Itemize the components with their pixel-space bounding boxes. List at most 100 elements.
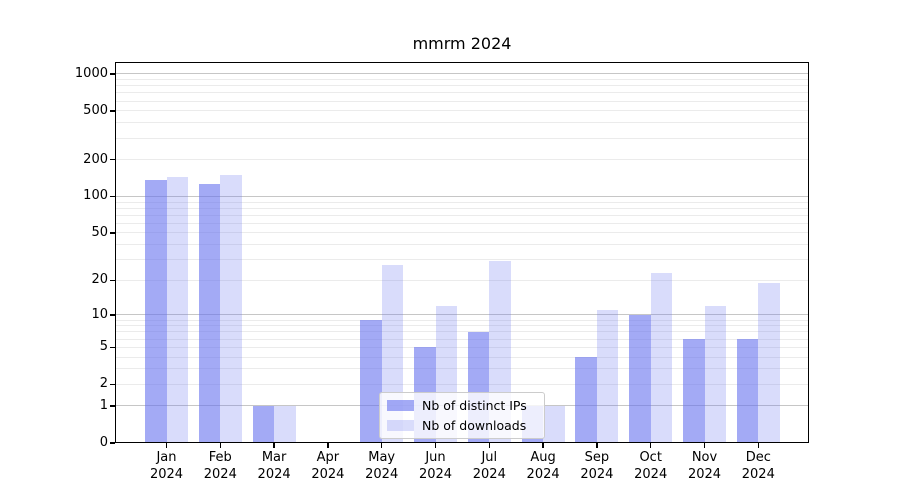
y-tick — [110, 405, 115, 407]
y-gridline-minor — [115, 279, 809, 281]
bar-layer — [115, 62, 809, 443]
y-gridline-major — [115, 314, 809, 316]
x-tick-label-year: 2024 — [149, 467, 184, 482]
x-tick-label: Sep 2024 — [565, 449, 629, 483]
x-tick-label-year: 2024 — [472, 467, 506, 482]
x-tick — [380, 443, 383, 448]
x-tick-label-year: 2024 — [526, 467, 560, 482]
bar-distinct-ips-nov — [683, 339, 705, 443]
x-tick — [327, 443, 329, 448]
y-gridline-minor — [115, 222, 809, 224]
bar-downloads-nov — [704, 305, 726, 443]
y-gridline-minor — [115, 122, 809, 124]
x-tick-label: Apr 2024 — [296, 449, 360, 483]
x-tick-label-year: 2024 — [580, 467, 614, 482]
x-tick-label: May 2024 — [350, 449, 414, 483]
y-gridline-minor — [115, 201, 809, 203]
y-tick — [110, 383, 115, 386]
bar-downloads-feb — [220, 175, 242, 443]
bar-downloads-oct — [650, 273, 673, 443]
x-tick-label-year: 2024 — [311, 467, 345, 482]
bar-distinct-ips-jan — [145, 180, 167, 443]
y-gridline-minor — [115, 346, 809, 348]
y-gridline-minor — [115, 232, 809, 234]
y-tick-label: 2 — [99, 376, 108, 392]
bar-downloads-dec — [758, 282, 780, 443]
x-tick-label-month: Nov — [691, 450, 718, 465]
y-gridline-minor — [115, 331, 809, 333]
bar-distinct-ips-oct — [629, 314, 651, 443]
bar-downloads-aug — [543, 405, 565, 443]
y-gridline-minor — [115, 383, 809, 385]
x-tick — [165, 443, 168, 448]
y-gridline-minor — [115, 207, 809, 209]
y-gridline-major — [115, 73, 809, 75]
y-gridline-minor — [115, 110, 809, 112]
gridline-layer — [115, 62, 809, 443]
y-gridline-minor — [115, 356, 809, 358]
y-gridline-minor — [115, 92, 809, 94]
x-tick-label: Nov 2024 — [673, 449, 737, 483]
x-tick-label: Dec 2024 — [726, 449, 790, 483]
x-tick-label: Jun 2024 — [404, 449, 468, 483]
legend-swatch-distinct-ips — [387, 400, 414, 411]
x-tick — [273, 443, 275, 448]
bar-downloads-sep — [596, 310, 619, 443]
y-tick — [110, 314, 115, 316]
x-tick-label-year: 2024 — [687, 467, 722, 482]
y-gridline-minor — [115, 368, 809, 370]
x-tick-label-month: Oct — [639, 450, 662, 465]
y-gridline-minor — [115, 85, 809, 87]
legend-label-downloads: Nb of downloads — [422, 418, 527, 433]
bar-distinct-ips-feb — [198, 183, 221, 443]
x-tick — [596, 443, 598, 448]
x-tick-label-year: 2024 — [203, 467, 237, 482]
x-tick-label-month: Sep — [584, 450, 610, 465]
legend-swatch-downloads — [387, 420, 414, 431]
x-tick-label-month: Dec — [745, 450, 771, 465]
y-gridline-minor — [115, 159, 809, 161]
x-tick-label-year: 2024 — [741, 467, 775, 482]
y-tick-label: 50 — [91, 224, 108, 240]
y-gridline-minor — [115, 325, 809, 327]
x-tick-label-year: 2024 — [634, 467, 668, 482]
bar-downloads-mar — [274, 405, 296, 443]
x-tick-label-year: 2024 — [257, 467, 291, 482]
y-tick-label: 1 — [99, 397, 108, 413]
x-tick-label: Jan 2024 — [135, 449, 199, 483]
bar-distinct-ips-mar — [252, 405, 275, 443]
y-tick — [110, 110, 115, 112]
x-tick — [488, 443, 491, 448]
x-tick-label-month: Feb — [208, 450, 232, 465]
bar-distinct-ips-may — [360, 320, 382, 443]
y-tick-label: 100 — [83, 188, 108, 204]
y-tick — [110, 279, 115, 282]
y-tick-label: 20 — [91, 272, 108, 288]
x-tick-label: Jul 2024 — [457, 449, 521, 483]
y-tick-label: 1000 — [74, 65, 108, 81]
y-gridline-minor — [115, 214, 809, 216]
y-gridline-minor — [115, 244, 809, 246]
bar-distinct-ips-dec — [736, 339, 759, 443]
x-tick-label-year: 2024 — [365, 467, 399, 482]
y-gridline-minor — [115, 259, 809, 261]
y-gridline-major — [115, 195, 809, 197]
bar-distinct-ips-sep — [575, 357, 597, 443]
y-tick — [110, 73, 115, 75]
x-tick-label: Oct 2024 — [619, 449, 683, 483]
x-tick-label-month: Aug — [530, 450, 556, 465]
y-tick — [110, 346, 115, 349]
x-tick-label-month: Jan — [156, 450, 177, 465]
x-tick — [703, 443, 706, 448]
legend-row-downloads: Nb of downloads — [387, 418, 536, 434]
legend: Nb of distinct IPs Nb of downloads — [379, 392, 545, 439]
y-tick-label: 0 — [99, 435, 108, 450]
x-tick — [757, 443, 760, 448]
x-tick-label-month: May — [368, 450, 396, 465]
y-gridline-minor — [115, 100, 809, 102]
y-tick-label: 10 — [91, 306, 108, 322]
y-tick — [110, 158, 115, 161]
y-gridline-minor — [115, 137, 809, 139]
x-tick — [219, 443, 222, 448]
